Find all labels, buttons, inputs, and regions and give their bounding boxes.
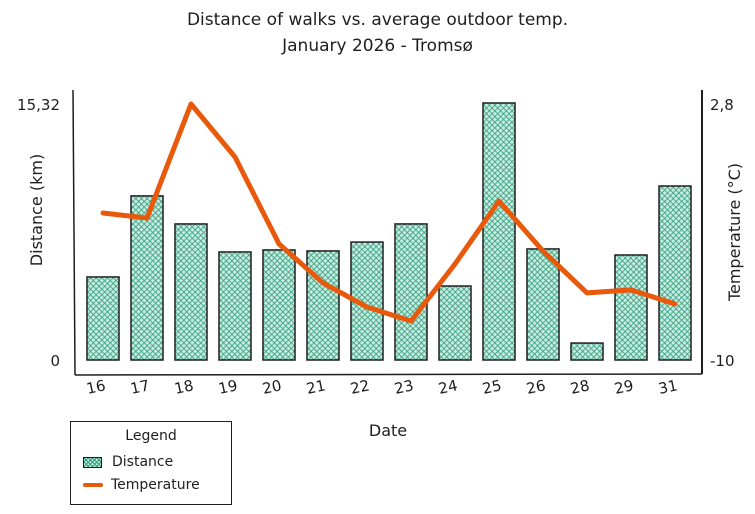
x-tick-label: 24: [437, 376, 459, 398]
x-tick-label: 17: [129, 376, 151, 398]
x-tick-label: 16: [85, 376, 107, 398]
distance-bar: [86, 276, 120, 361]
distance-bar: [174, 223, 208, 361]
legend-title: Legend: [125, 428, 177, 444]
left-min-tick: 0: [50, 352, 60, 370]
x-tick-label: 23: [393, 376, 415, 398]
distance-bar: [526, 248, 560, 361]
legend-item-distance: Distance: [83, 454, 173, 470]
bottom-axis: [74, 373, 703, 376]
x-tick-label: 19: [217, 376, 239, 398]
distance-bars: [86, 102, 692, 361]
distance-bar: [570, 342, 604, 361]
line-swatch-icon: [83, 483, 103, 487]
x-tick-label: 31: [657, 376, 679, 398]
left-axis-label: Distance (km): [27, 154, 46, 266]
right-max-tick: 2,8: [710, 96, 734, 114]
distance-bar: [394, 223, 428, 361]
right-axis-label: Temperature (°C): [725, 163, 744, 302]
bar-swatch-icon: [83, 456, 102, 468]
x-tick-label: 22: [349, 376, 371, 398]
x-tick-label: 29: [613, 376, 635, 398]
x-tick-label: 25: [481, 376, 503, 398]
legend-label-distance: Distance: [112, 454, 174, 470]
distance-bar: [658, 185, 692, 361]
x-tick-label: 20: [261, 376, 283, 398]
distance-bar: [614, 254, 648, 361]
x-axis-label: Date: [369, 421, 407, 440]
distance-bar: [438, 285, 472, 361]
left-max-tick: 15,32: [17, 96, 60, 114]
right-min-tick: -10: [710, 352, 735, 370]
chart-title-line2: January 2026 - Tromsø: [282, 36, 473, 56]
left-axis: [72, 89, 76, 376]
legend-item-temperature: Temperature: [83, 477, 200, 493]
x-tick-label: 18: [173, 376, 195, 398]
distance-bar: [130, 195, 164, 361]
distance-bar: [218, 251, 252, 361]
x-tick-label: 26: [525, 376, 547, 398]
legend: Legend Distance Temperature: [70, 421, 232, 505]
distance-bar: [306, 250, 340, 361]
chart-title-line1: Distance of walks vs. average outdoor te…: [186, 10, 569, 30]
legend-label-temperature: Temperature: [111, 477, 200, 493]
x-tick-label: 28: [569, 376, 591, 398]
temperature-line: [100, 101, 678, 324]
distance-bar: [482, 102, 516, 361]
x-tick-labels: 16 17 18 19 20 21 22 23 24 25 26 28 29 31: [85, 376, 679, 398]
x-tick-label: 21: [305, 376, 327, 398]
distance-bar: [262, 249, 296, 361]
